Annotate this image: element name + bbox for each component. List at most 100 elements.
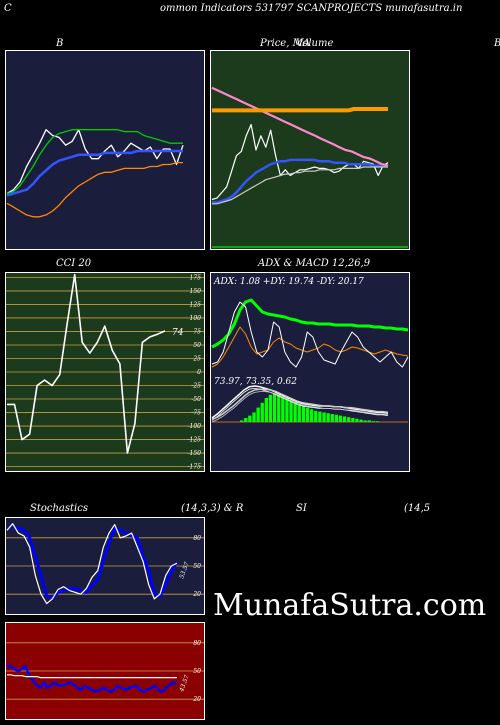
macd-histogram-bar <box>351 418 355 422</box>
macd-histogram-bar <box>285 398 289 422</box>
stoch-params: (14,3,3) & R <box>181 503 244 514</box>
cci-tick-label: -75 <box>191 410 201 417</box>
adx-series-2 <box>211 301 409 368</box>
price-ma-frame <box>210 50 410 250</box>
cci-tick-label: 0 <box>197 369 201 376</box>
macd-histogram-bar <box>326 413 330 422</box>
macd-values-text: 73.97, 73.35, 0.62 <box>214 377 297 387</box>
watermark: MunafaSutra.com <box>213 588 487 623</box>
cci-tick-label: -100 <box>188 423 202 430</box>
macd-line-shadow-0 <box>211 388 389 421</box>
price-ma-series-4 <box>212 107 388 113</box>
adx-series-1 <box>211 326 409 368</box>
cci-line <box>7 273 166 454</box>
macd-histogram-bar <box>272 394 277 422</box>
macd-histogram-bar <box>318 411 322 422</box>
macd-line-0 <box>211 385 389 419</box>
macd-histogram-bar <box>322 412 326 422</box>
adx-series-0 <box>211 298 409 349</box>
macd-line-shadow-1 <box>211 391 389 423</box>
stoch-series-1 <box>6 523 178 605</box>
bollinger-series-1 <box>6 129 183 195</box>
macd-histogram-bar <box>252 412 256 422</box>
macd-histogram-bar <box>240 420 244 422</box>
page-title: ommon Indicators 531797 SCANPROJECTS mun… <box>160 3 463 14</box>
rsi-params: (14,5 <box>404 503 431 514</box>
price-ma-series-2 <box>212 166 388 205</box>
rsi-title: SI <box>296 503 307 514</box>
stoch-tick-label: 50 <box>193 563 201 570</box>
rsi-panel: 80 50 20 43.57 <box>5 622 205 720</box>
macd-histogram-bar <box>260 402 264 422</box>
cci-tick-label: -150 <box>188 450 202 457</box>
bollinger-chart <box>5 50 205 250</box>
bollinger-series-0 <box>6 129 184 195</box>
macd-histogram-bar <box>297 404 301 422</box>
cci-panel: 175 150 125 100 75 50 25 0 -25 -50 -75 -100 -125 -150… <box>5 272 205 472</box>
price-ma-chart <box>210 50 410 250</box>
macd-histogram-bar <box>293 402 297 422</box>
macd-histogram-bar <box>256 407 260 422</box>
macd-histogram-bar <box>268 394 273 422</box>
macd-histogram-bar <box>367 420 371 422</box>
stoch-tick-label: 80 <box>193 535 201 542</box>
macd-histogram-bar <box>314 410 318 422</box>
macd-histogram-bar <box>359 419 363 422</box>
macd-histogram-bar <box>289 400 293 422</box>
cci-tick-label: 100 <box>190 315 202 322</box>
cci-tick-label: -50 <box>191 396 201 403</box>
macd-histogram-bar <box>363 420 367 422</box>
macd-histogram-bar <box>277 394 281 422</box>
cci-tick-label: 75 <box>193 328 201 335</box>
stoch-tick-label: 20 <box>192 591 201 598</box>
stoch-title: Stochastics <box>30 503 88 514</box>
macd-histogram-bar <box>330 414 334 422</box>
macd-histogram-bar <box>301 406 306 422</box>
macd-histogram-bar <box>334 414 338 422</box>
macd-histogram-bar <box>342 416 347 422</box>
adx-values-text: ADX: 1.08 +DY: 19.74 -DY: 20.17 <box>213 277 364 287</box>
header-letter: C <box>4 3 12 14</box>
stoch-panel: 80 50 20 53.57 <box>5 517 205 615</box>
adx-macd-title: ADX & MACD 12,26,9 <box>258 258 371 269</box>
price-ma-title: Price, MA <box>260 38 311 49</box>
rsi-series-0 <box>7 665 178 693</box>
cci-tick-label: 125 <box>190 301 202 308</box>
right-edge-letter: B <box>494 38 500 49</box>
adx-macd-chart: ADX: 1.08 +DY: 19.74 -DY: 20.17 73.97, 73… <box>210 272 410 472</box>
macd-histogram-bar <box>347 417 351 422</box>
macd-line-1 <box>211 388 389 421</box>
cci-tick-label: -25 <box>191 383 201 390</box>
macd-histogram-bar <box>355 418 359 422</box>
cci-tick-label: 175 <box>190 274 202 281</box>
macd-histogram-bar <box>248 415 252 422</box>
cci-tick-label: -175 <box>188 464 202 471</box>
rsi-tick-label: 20 <box>192 696 201 703</box>
adx-macd-frame <box>210 272 410 472</box>
price-ma-series-1 <box>212 158 388 204</box>
stoch-series-0 <box>6 525 179 600</box>
rsi-tick-label: 50 <box>193 668 201 675</box>
cci-tick-label: -125 <box>188 437 202 444</box>
macd-histogram-bar <box>310 409 314 422</box>
cci-tick-label: 150 <box>190 288 202 295</box>
macd-histogram-bar <box>375 421 380 422</box>
cci-tick-label: 25 <box>192 355 201 362</box>
adx-macd-panel: ADX: 1.08 +DY: 19.74 -DY: 20.17 73.97, 73… <box>210 272 410 472</box>
macd-histogram-bar <box>244 418 248 422</box>
macd-histogram-bar <box>338 415 343 422</box>
price-ma-series-3 <box>211 86 389 167</box>
cci-chart: 175 150 125 100 75 50 25 0 -25 -50 -75 -100 -125 -150… <box>5 272 205 472</box>
bollinger-title: B <box>56 38 64 49</box>
cci-last-value: 74 <box>172 328 184 338</box>
cci-title: CCI 20 <box>56 258 92 269</box>
bollinger-panel <box>5 50 205 250</box>
rsi-series-1 <box>7 674 177 679</box>
macd-histogram-bar <box>305 407 310 422</box>
bollinger-series-2 <box>6 149 183 197</box>
macd-histogram-bar <box>264 398 268 422</box>
macd-histogram-bar <box>371 421 376 422</box>
cci-tick-label: 50 <box>193 342 201 349</box>
